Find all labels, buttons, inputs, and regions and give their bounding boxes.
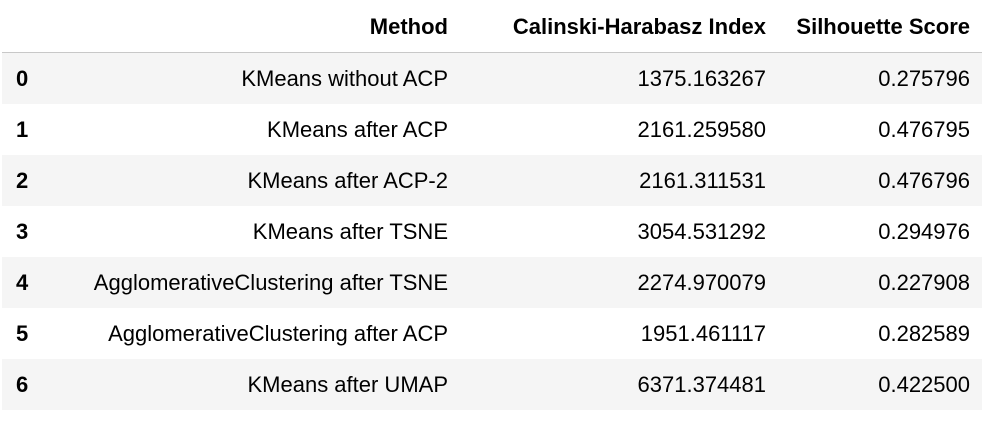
cell-silhouette: 0.282589 [878,320,970,346]
row-index: 2 [16,167,29,193]
cell-calinski-harabasz: 2161.311531 [639,167,766,193]
row-index: 1 [16,116,29,142]
table-body: 0 KMeans without ACP 1375.163267 0.27579… [2,52,982,410]
header-calinski-harabasz: Calinski-Harabasz Index [460,2,778,53]
table-row: 1 KMeans after ACP 2161.259580 0.476795 [2,104,982,155]
cell-method: KMeans after ACP [267,116,448,142]
cell-method: AgglomerativeClustering after ACP [108,320,448,346]
header-silhouette: Silhouette Score [778,2,982,53]
header-index [2,2,42,53]
table-row: 6 KMeans after UMAP 6371.374481 0.422500 [2,359,982,410]
cell-method: KMeans without ACP [241,65,448,91]
table-row: 4 AgglomerativeClustering after TSNE 227… [2,257,982,308]
row-index: 5 [16,320,29,346]
cell-silhouette: 0.422500 [878,371,970,397]
cell-silhouette: 0.476796 [878,167,970,193]
cell-calinski-harabasz: 1951.461117 [640,320,766,346]
row-index: 0 [16,65,29,91]
cell-method: KMeans after ACP-2 [247,167,448,193]
cell-calinski-harabasz: 1375.163267 [637,65,766,91]
cell-method: KMeans after UMAP [247,371,448,397]
cell-silhouette: 0.275796 [878,65,970,91]
cell-silhouette: 0.476795 [878,116,970,142]
table-row: 5 AgglomerativeClustering after ACP 1951… [2,308,982,359]
cell-method: AgglomerativeClustering after TSNE [93,269,448,295]
table-header: Method Calinski-Harabasz Index Silhouett… [2,2,982,53]
results-table-container: Method Calinski-Harabasz Index Silhouett… [2,2,982,410]
cell-silhouette: 0.227908 [878,269,970,295]
cell-calinski-harabasz: 6371.374481 [637,371,766,397]
cell-silhouette: 0.294976 [878,218,970,244]
row-index: 3 [16,218,29,244]
table-row: 3 KMeans after TSNE 3054.531292 0.294976 [2,206,982,257]
cell-calinski-harabasz: 3054.531292 [637,218,766,244]
table-row: 0 KMeans without ACP 1375.163267 0.27579… [2,52,982,104]
table-row: 2 KMeans after ACP-2 2161.311531 0.47679… [2,155,982,206]
row-index: 4 [16,269,29,295]
header-method: Method [42,2,460,53]
cell-calinski-harabasz: 2274.970079 [637,269,766,295]
cell-method: KMeans after TSNE [252,218,448,244]
results-table: Method Calinski-Harabasz Index Silhouett… [2,2,982,410]
row-index: 6 [16,371,29,397]
cell-calinski-harabasz: 2161.259580 [637,116,766,142]
header-row: Method Calinski-Harabasz Index Silhouett… [2,2,982,53]
